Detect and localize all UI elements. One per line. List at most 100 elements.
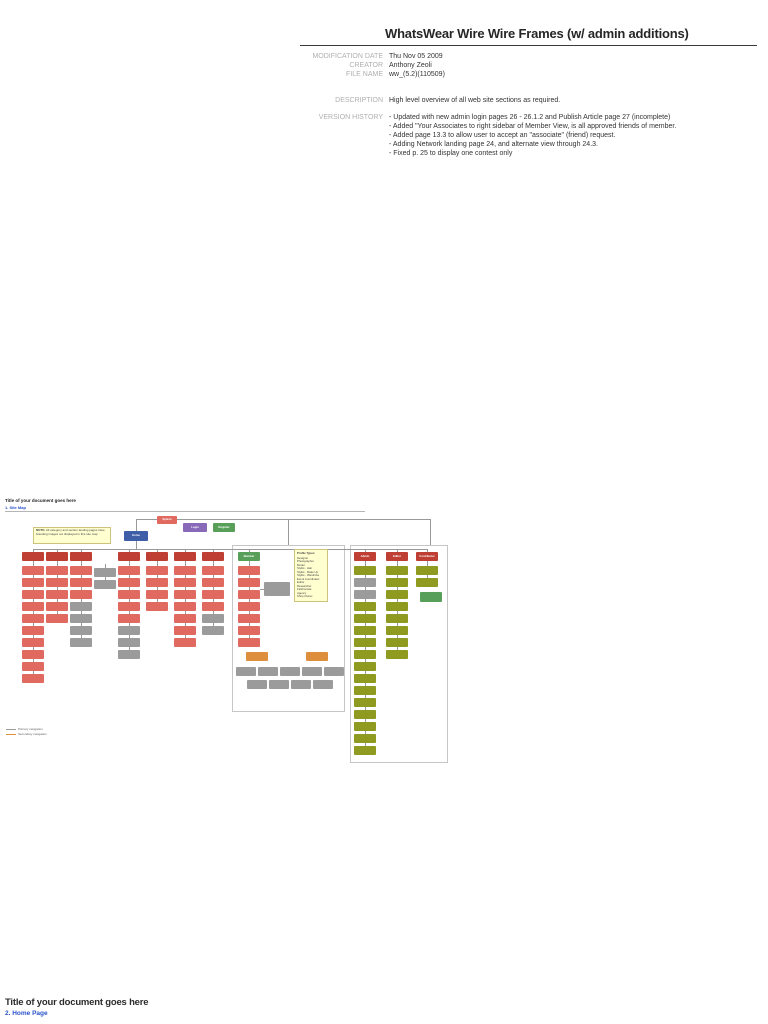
page-node [420, 592, 442, 602]
profile-type-item: Stylist - Wardrobe [297, 573, 320, 577]
page-node [386, 566, 408, 575]
page-node [118, 614, 140, 623]
profile-types-title: Profile Types: [297, 551, 316, 555]
profile-type-item: Agency [297, 590, 307, 595]
section-header-node: Contributor [416, 552, 438, 561]
sitemap-divider [5, 511, 365, 512]
footer-doc-title: Title of your document goes here [5, 997, 149, 1008]
meta-value: Anthony Zeoli [389, 62, 432, 69]
meta-label: CREATOR [349, 62, 383, 69]
page-node [174, 602, 196, 611]
page-node [202, 590, 224, 599]
page-node [70, 578, 92, 587]
page-node [313, 680, 333, 689]
version-history-line: - Added page 13.3 to allow user to accep… [389, 132, 616, 139]
page-node [386, 590, 408, 599]
page-node [46, 614, 68, 623]
sitemap-section-link[interactable]: 1. Site Map [5, 505, 26, 510]
page-node [146, 578, 168, 587]
page-node [302, 667, 322, 676]
page-node [236, 667, 256, 676]
page-node [118, 566, 140, 575]
page-node [354, 638, 376, 647]
page-node [324, 667, 344, 676]
connector-line [136, 519, 137, 531]
meta-value: ww_(5.2)(110509) [389, 71, 445, 78]
page-node [174, 590, 196, 599]
page-title: WhatsWear Wire Wire Frames (w/ admin add… [385, 26, 689, 41]
page-node [70, 626, 92, 635]
section-header-node [70, 552, 92, 561]
page-node [46, 590, 68, 599]
page-node [202, 614, 224, 623]
profile-type-item: Shop Owner [297, 594, 313, 598]
page-node [202, 602, 224, 611]
section-header-node [146, 552, 168, 561]
page-node [306, 652, 328, 661]
page-node [70, 614, 92, 623]
connector-line [430, 519, 431, 545]
page-node [354, 602, 376, 611]
page-node [46, 578, 68, 587]
page-node [94, 580, 116, 589]
profile-type-item: Event Coordinator [297, 576, 320, 581]
column-spine [249, 561, 250, 638]
column-spine [185, 561, 186, 638]
version-history-line: - Added "Your Associates to right sideba… [389, 123, 677, 130]
page-node [46, 566, 68, 575]
page-node [238, 590, 260, 599]
page-node [174, 638, 196, 647]
meta-label: DESCRIPTION [335, 97, 383, 104]
page-node [146, 602, 168, 611]
note-text: All category and section landing pages h… [36, 528, 105, 536]
page-node [238, 626, 260, 635]
section-header-node [46, 552, 68, 561]
page-node [416, 566, 438, 575]
profile-type-item: Photographer [297, 559, 314, 563]
page-node [238, 566, 260, 575]
connector-tick [249, 549, 250, 553]
profile-type-item: Fashionista [297, 587, 312, 591]
meta-label: MODIFICATION DATE [312, 53, 383, 60]
page-node [354, 590, 376, 599]
connector-tick [129, 549, 130, 553]
connector-tick [185, 549, 186, 553]
page-node [386, 578, 408, 587]
page-node [22, 650, 44, 659]
page-node [354, 566, 376, 575]
page-node [354, 662, 376, 671]
connector-tick [157, 549, 158, 553]
footer-section-link[interactable]: 2. Home Page [5, 1010, 48, 1017]
page-node [354, 734, 376, 743]
page-node [174, 614, 196, 623]
connector-tick [81, 549, 82, 553]
version-history-lines: - Updated with new admin login pages 26 … [389, 113, 676, 158]
page-node [70, 638, 92, 647]
title-divider [300, 45, 757, 46]
page-node [247, 680, 267, 689]
version-history-line: - Adding Network landing page 24, and al… [389, 141, 598, 148]
profile-type-item: Editor [297, 580, 305, 584]
version-history-line: - Updated with new admin login pages 26 … [389, 114, 671, 121]
page-node [174, 626, 196, 635]
page-node [264, 582, 290, 596]
page-node [146, 590, 168, 599]
section-header-node [118, 552, 140, 561]
section-header-node: Member [238, 552, 260, 561]
page-node [118, 638, 140, 647]
page-node [70, 566, 92, 575]
page-node [22, 566, 44, 575]
page-node [354, 686, 376, 695]
page-node [22, 602, 44, 611]
page-node [22, 590, 44, 599]
page-node: Login [183, 523, 207, 532]
page-node [118, 650, 140, 659]
page-node [146, 566, 168, 575]
connector-line [260, 589, 264, 590]
page-node [202, 626, 224, 635]
page-node [70, 590, 92, 599]
page-node [22, 578, 44, 587]
connector-tick [213, 549, 214, 553]
section-header-node: Editor [386, 552, 408, 561]
